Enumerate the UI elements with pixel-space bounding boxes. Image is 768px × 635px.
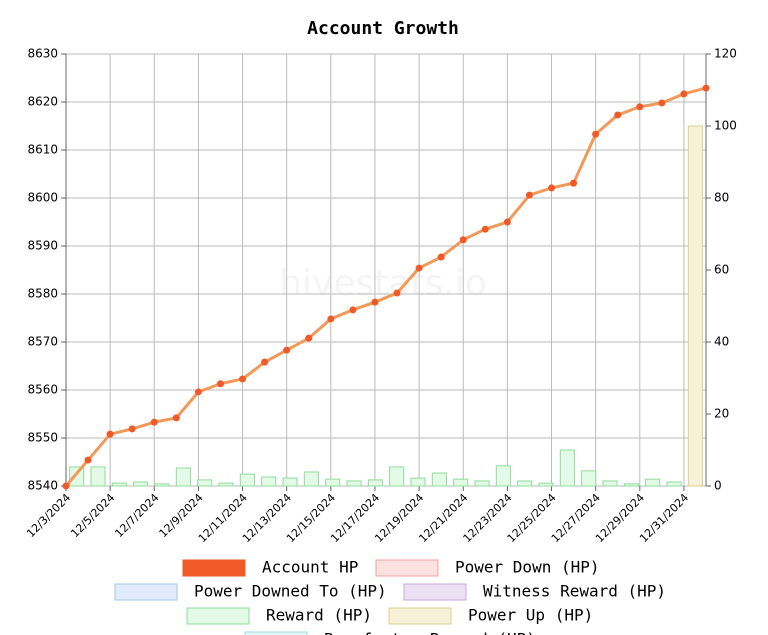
y-tick-label: 8550 [27, 431, 58, 445]
legend-label: Power Up (HP) [468, 606, 593, 625]
bar [495, 465, 511, 487]
y2-tick-label: 40 [714, 335, 729, 349]
point [437, 253, 445, 261]
x-tick-label: 12/7/2024 [112, 491, 161, 540]
bar [239, 473, 255, 487]
bar [581, 470, 597, 487]
bar [346, 480, 362, 487]
point [349, 306, 357, 314]
legend-label: Power Down (HP) [455, 558, 600, 577]
bar [517, 480, 533, 487]
point [128, 425, 136, 433]
bar [623, 483, 639, 487]
point [305, 334, 313, 342]
bar [687, 125, 703, 487]
bar [389, 466, 405, 487]
point [216, 380, 224, 388]
point [106, 430, 114, 438]
legend-swatch [186, 607, 250, 625]
bar [282, 477, 298, 487]
point [283, 346, 291, 354]
point [371, 298, 379, 306]
y-tick-label: 8560 [27, 383, 58, 397]
bar [431, 472, 447, 487]
bar [90, 466, 106, 487]
legend-swatch [182, 559, 246, 577]
point [84, 456, 92, 464]
y-tick-label: 8570 [27, 335, 58, 349]
legend-label: Benefactor Reward (HP) [324, 630, 536, 635]
legend-swatch [388, 607, 452, 625]
bar [538, 482, 554, 487]
legend-swatch [375, 559, 439, 577]
legend-label: Account HP [262, 558, 358, 577]
y2-tick-label: 60 [714, 263, 729, 277]
y-tick-label: 8630 [27, 47, 58, 61]
x-tick-label: 12/5/2024 [68, 491, 117, 540]
bar [666, 481, 682, 487]
bar [261, 476, 277, 487]
legend-swatch [403, 583, 467, 601]
legend-label: Witness Reward (HP) [483, 582, 666, 601]
bar [69, 466, 85, 487]
point [459, 236, 467, 244]
bar [410, 477, 426, 487]
y2-tick-label: 20 [714, 407, 729, 421]
point [548, 184, 556, 192]
bar [602, 480, 618, 487]
bar [218, 482, 234, 487]
point [636, 103, 644, 111]
point [150, 418, 158, 426]
legend-label: Power Downed To (HP) [194, 582, 387, 601]
y2-tick-label: 100 [714, 119, 737, 133]
bar [133, 481, 149, 487]
watermark: hivestats.io [279, 263, 487, 304]
point [481, 225, 489, 233]
y-tick-label: 8590 [27, 239, 58, 253]
point [570, 179, 578, 187]
point [702, 84, 710, 92]
y2-tick-label: 120 [714, 47, 737, 61]
point [239, 375, 247, 383]
bar [453, 478, 469, 487]
bar [559, 449, 575, 487]
legend-label: Reward (HP) [266, 606, 372, 625]
point [393, 289, 401, 297]
y-tick-label: 8580 [27, 287, 58, 301]
legend-swatch [114, 583, 178, 601]
bar [645, 478, 661, 487]
y-tick-label: 8620 [27, 95, 58, 109]
bar [197, 479, 213, 487]
point [62, 482, 70, 490]
point [503, 218, 511, 226]
point [194, 388, 202, 396]
point [658, 99, 666, 107]
y-tick-label: 8610 [27, 143, 58, 157]
point [592, 130, 600, 138]
point [680, 90, 688, 98]
y-tick-label: 8600 [27, 191, 58, 205]
x-tick-label: 12/3/2024 [24, 491, 73, 540]
point [327, 315, 335, 323]
y-tick-label: 8540 [27, 479, 58, 493]
bar [175, 467, 191, 487]
y2-tick-label: 80 [714, 191, 729, 205]
point [614, 111, 622, 119]
y2-tick-label: 0 [714, 479, 722, 493]
bar [154, 483, 170, 487]
legend-swatch [244, 631, 308, 635]
bar [325, 478, 341, 487]
point [172, 414, 180, 422]
line [64, 86, 707, 487]
point [525, 191, 533, 199]
chart-title: Account Growth [307, 18, 459, 39]
point [415, 264, 423, 272]
bar [111, 482, 127, 487]
bar [367, 479, 383, 487]
bar [303, 471, 319, 487]
bar [474, 480, 490, 487]
point [261, 358, 269, 366]
